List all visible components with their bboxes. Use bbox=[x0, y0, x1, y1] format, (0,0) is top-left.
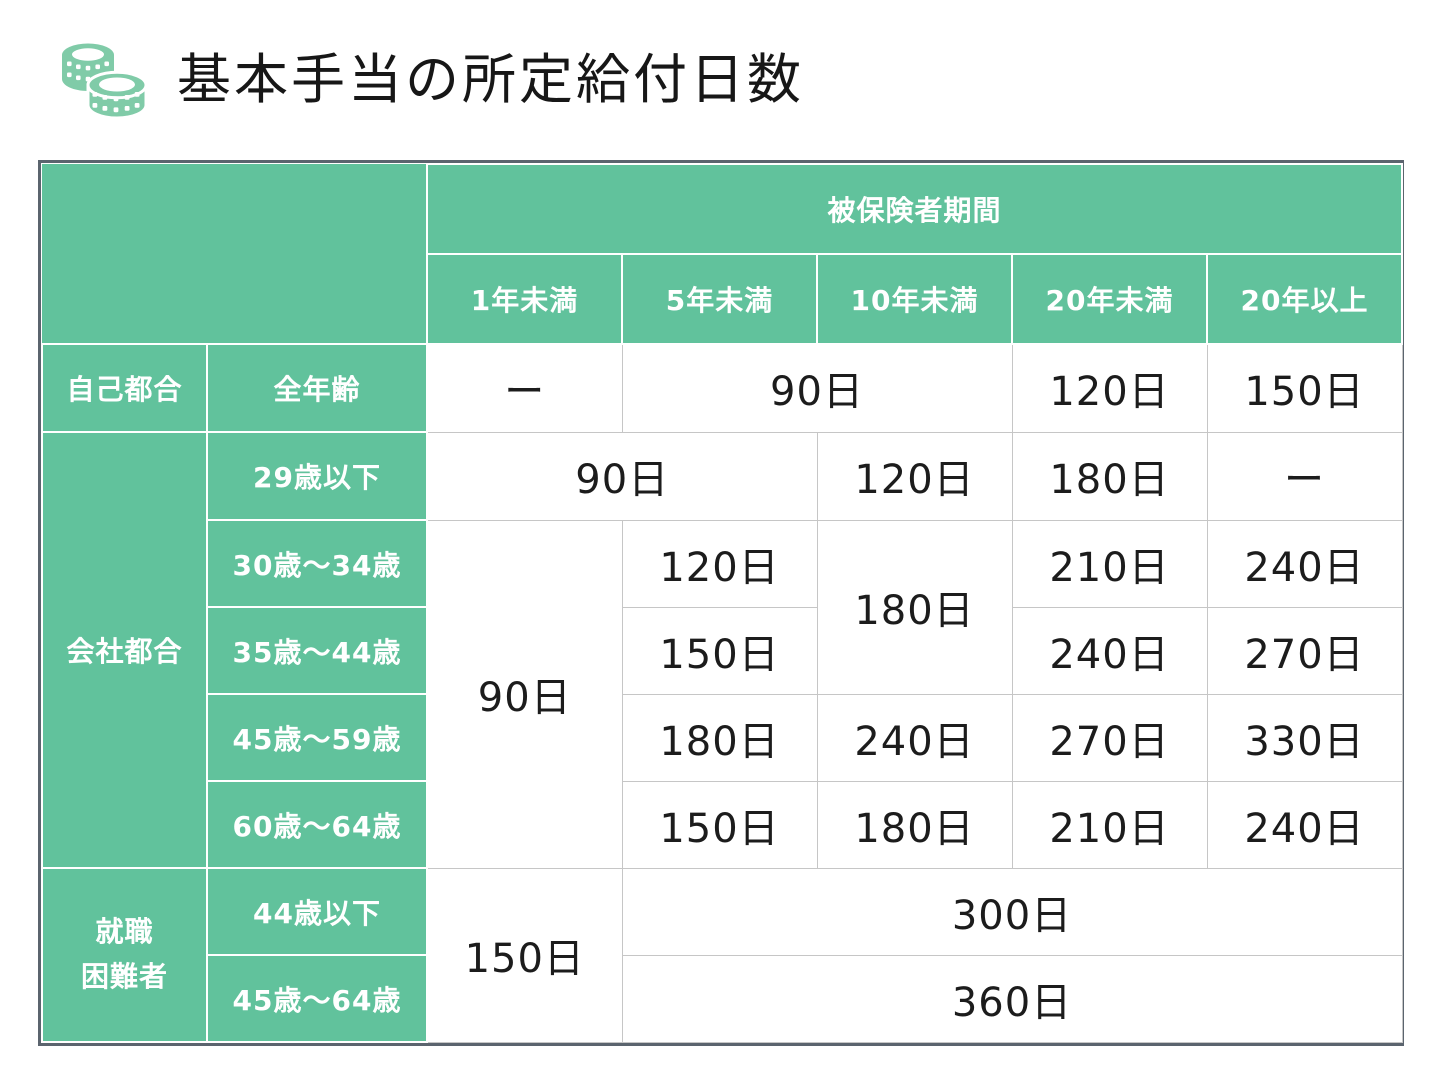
value-cell: 330日 bbox=[1206, 693, 1403, 782]
value-cell: 270日 bbox=[1206, 606, 1403, 695]
value-cell: 90日 bbox=[621, 343, 1013, 433]
corner-cell bbox=[42, 164, 428, 345]
column-header-over-20yr: 20年以上 bbox=[1206, 253, 1403, 345]
age-cell-under-44: 44歳以下 bbox=[206, 867, 428, 956]
value-cell: 90日 bbox=[426, 519, 623, 869]
coins-icon bbox=[62, 43, 148, 120]
row-group-label-line1: 就職 bbox=[95, 915, 154, 949]
age-cell-all-ages: 全年齢 bbox=[206, 343, 428, 433]
age-cell-under-29: 29歳以下 bbox=[206, 431, 428, 521]
column-header-under-1yr: 1年未満 bbox=[426, 253, 623, 345]
value-cell: 150日 bbox=[426, 867, 623, 1043]
value-cell: 180日 bbox=[816, 519, 1013, 695]
value-cell: 150日 bbox=[1206, 343, 1403, 433]
value-cell: 210日 bbox=[1011, 519, 1208, 608]
age-cell-35-44: 35歳〜44歳 bbox=[206, 606, 428, 695]
value-cell: ー bbox=[1206, 431, 1403, 521]
age-cell-60-64: 60歳〜64歳 bbox=[206, 780, 428, 869]
value-cell: 360日 bbox=[621, 954, 1403, 1043]
value-cell: 150日 bbox=[621, 606, 818, 695]
age-cell-45-59: 45歳〜59歳 bbox=[206, 693, 428, 782]
period-header: 被保険者期間 bbox=[426, 163, 1403, 255]
row-group-label-self: 自己都合 bbox=[41, 343, 208, 433]
value-cell: 270日 bbox=[1011, 693, 1208, 782]
value-cell: 210日 bbox=[1011, 780, 1208, 869]
value-cell: 120日 bbox=[816, 431, 1013, 521]
value-cell: 240日 bbox=[1011, 606, 1208, 695]
value-cell: 90日 bbox=[426, 431, 818, 521]
value-cell: 180日 bbox=[816, 780, 1013, 869]
page-header: 基本手当の所定給付日数 bbox=[55, 38, 804, 122]
age-cell-45-64: 45歳〜64歳 bbox=[206, 954, 428, 1043]
value-cell: 240日 bbox=[816, 693, 1013, 782]
value-cell: 180日 bbox=[621, 693, 818, 782]
column-header-under-20yr: 20年未満 bbox=[1011, 253, 1208, 345]
benefit-days-table: 被保険者期間 1年未満 5年未満 10年未満 20年未満 20年以上 自己都合 … bbox=[41, 163, 1403, 1043]
value-cell: 300日 bbox=[621, 867, 1403, 956]
value-cell: 150日 bbox=[621, 780, 818, 869]
value-cell: 180日 bbox=[1011, 431, 1208, 521]
value-cell: 120日 bbox=[1011, 343, 1208, 433]
column-header-under-5yr: 5年未満 bbox=[621, 253, 818, 345]
age-cell-30-34: 30歳〜34歳 bbox=[206, 519, 428, 608]
table-wrapper: 被保険者期間 1年未満 5年未満 10年未満 20年未満 20年以上 自己都合 … bbox=[38, 160, 1404, 1046]
row-group-label-line2: 困難者 bbox=[80, 960, 168, 993]
value-cell: 240日 bbox=[1206, 519, 1403, 608]
value-cell: 240日 bbox=[1206, 780, 1403, 869]
value-cell: ー bbox=[426, 343, 623, 433]
column-header-under-10yr: 10年未満 bbox=[816, 253, 1013, 345]
page-title: 基本手当の所定給付日数 bbox=[177, 48, 804, 112]
row-group-label-company: 会社都合 bbox=[41, 431, 208, 869]
row-group-label-hard-to-employ: 就職 困難者 bbox=[41, 867, 208, 1043]
value-cell: 120日 bbox=[621, 519, 818, 608]
